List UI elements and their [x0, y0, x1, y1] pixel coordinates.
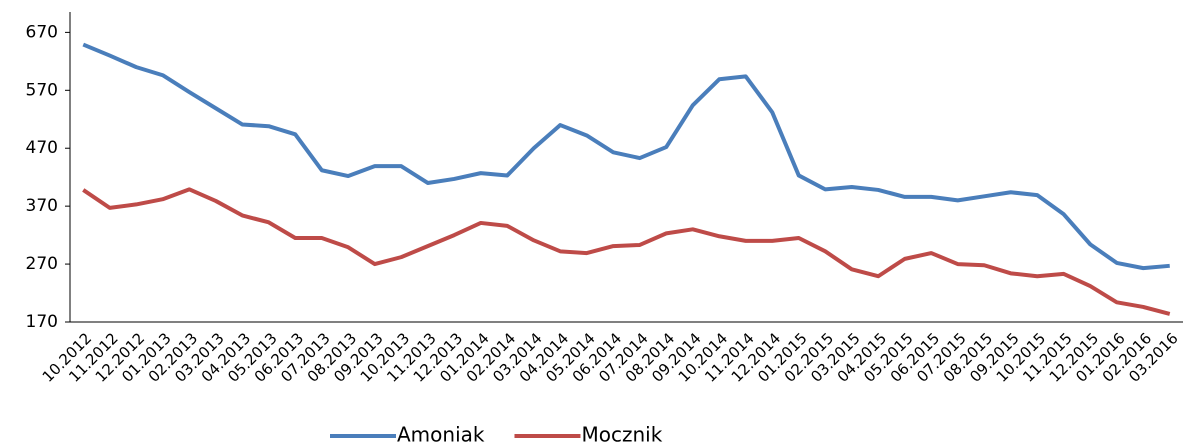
y-tick-label: 370 [26, 196, 58, 216]
y-tick-label: 270 [26, 254, 58, 274]
y-tick-label: 470 [26, 138, 58, 158]
y-tick-label: 670 [26, 22, 58, 42]
y-tick-label: 170 [26, 312, 58, 332]
y-tick-label: 570 [26, 80, 58, 100]
series-line [82, 42, 1170, 271]
series-line [82, 187, 1171, 316]
legend-label: Amoniak [397, 423, 485, 447]
legend-label: Mocznik [581, 423, 662, 447]
